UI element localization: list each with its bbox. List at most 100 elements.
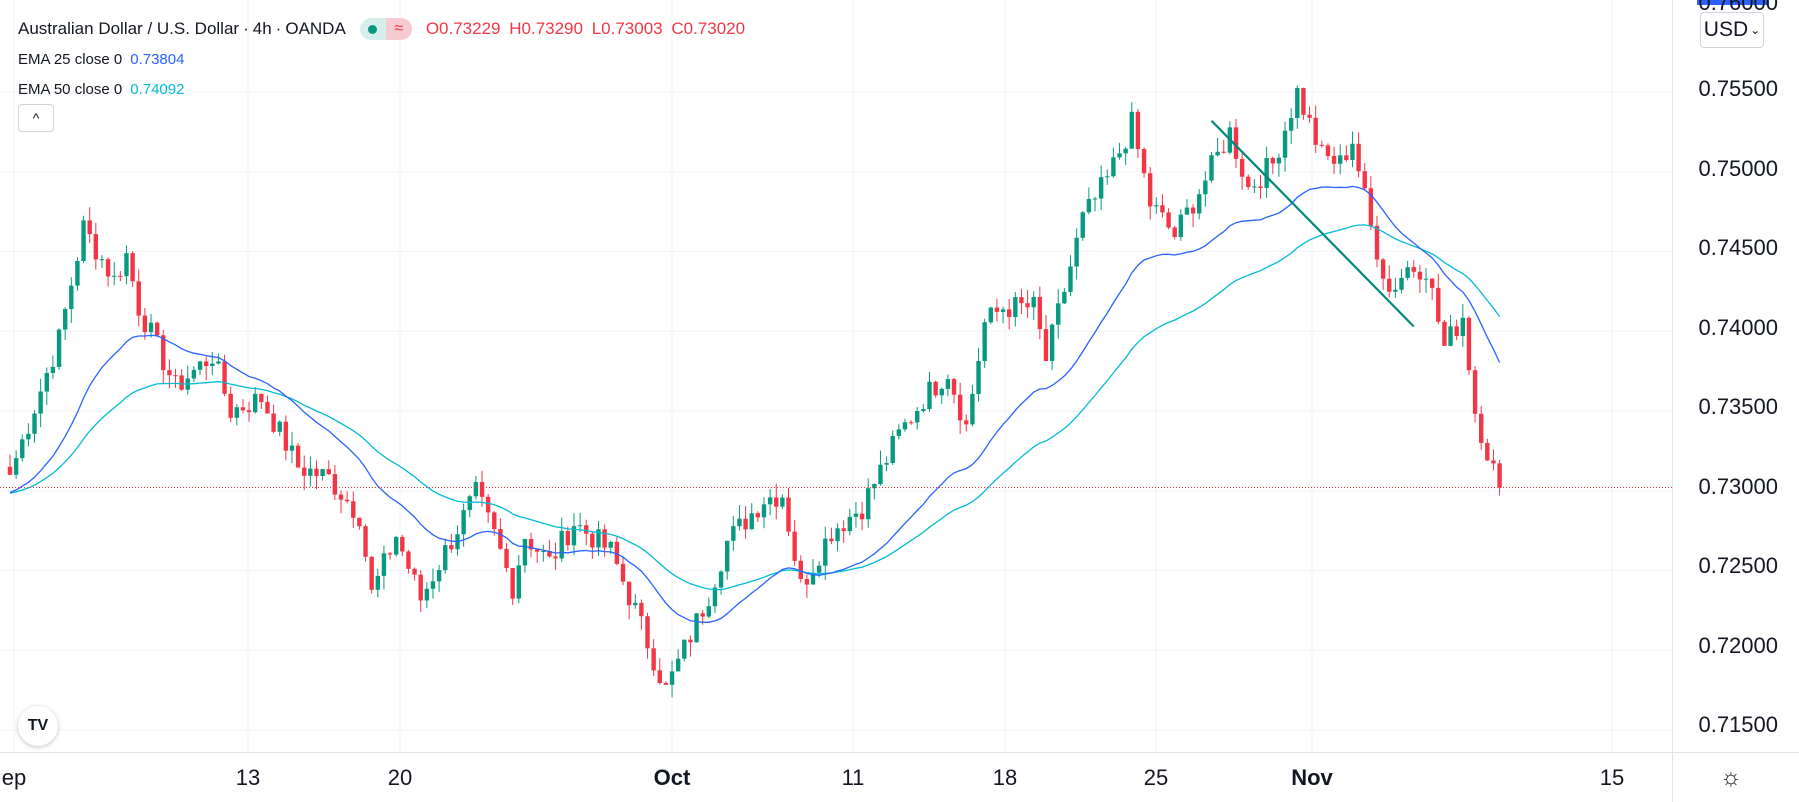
candle-body xyxy=(1288,118,1294,131)
candle-body xyxy=(614,541,620,564)
candle-body xyxy=(700,613,705,617)
candle-body xyxy=(154,322,160,336)
ema25-value: 0.73804 xyxy=(130,50,185,68)
candle-body xyxy=(841,528,846,532)
candle-body xyxy=(26,433,31,440)
candle-body xyxy=(1013,297,1018,318)
candle-body xyxy=(400,536,405,552)
candle-body xyxy=(933,381,938,396)
candle-body xyxy=(412,568,417,575)
candle-body xyxy=(105,259,111,277)
candle-body xyxy=(743,518,748,530)
tradingview-logo[interactable]: TV xyxy=(18,706,58,746)
candle-body xyxy=(994,307,1000,312)
candle-body xyxy=(945,379,951,389)
candle-body xyxy=(1221,151,1226,153)
candle-body xyxy=(124,253,129,277)
candle-body xyxy=(338,494,344,500)
candle-body xyxy=(265,402,270,414)
symbol-name[interactable]: Australian Dollar / U.S. Dollar xyxy=(18,19,240,38)
candle-body xyxy=(87,220,92,235)
candle-body xyxy=(682,639,687,659)
candle-body xyxy=(1319,144,1325,146)
candle-body xyxy=(541,551,546,553)
candle-body xyxy=(387,553,393,555)
candlestick-plot[interactable] xyxy=(0,0,1672,752)
ema25-label: EMA 25 close 0 xyxy=(18,50,123,68)
candle-body xyxy=(1356,143,1361,172)
candle-body xyxy=(32,413,37,434)
candle-body xyxy=(878,464,883,485)
ema25-legend[interactable]: EMA 25 close 0 0.73804 xyxy=(18,44,745,74)
candle-body xyxy=(424,588,430,601)
candle-body xyxy=(7,466,13,475)
candle-body xyxy=(534,549,540,552)
candle-body xyxy=(1344,155,1349,161)
candle-body xyxy=(559,530,564,559)
candle-body xyxy=(1037,296,1043,330)
chart-legend: Australian Dollar / U.S. Dollar · 4h · O… xyxy=(18,14,745,104)
candle-body xyxy=(1160,205,1165,213)
candle-body xyxy=(1399,277,1404,290)
candle-body xyxy=(179,375,184,390)
candle-body xyxy=(363,526,368,557)
tradingview-logo-text: TV xyxy=(27,717,49,734)
candle-body xyxy=(774,497,779,507)
candle-body xyxy=(1098,177,1104,199)
candle-body xyxy=(694,613,699,643)
candle-body xyxy=(847,516,853,532)
candle-body xyxy=(1276,157,1282,164)
candle-body xyxy=(289,445,295,451)
candle-body xyxy=(1111,157,1116,177)
candle-body xyxy=(866,488,871,520)
collapse-legend-button[interactable]: ^ xyxy=(18,104,54,132)
candle-body xyxy=(510,568,515,599)
candle-body xyxy=(547,551,552,557)
candle-body xyxy=(951,379,957,395)
candle-body xyxy=(1203,180,1208,195)
price-label: 0.72000 xyxy=(1698,633,1778,658)
candle-body xyxy=(688,639,693,643)
candle-body xyxy=(1350,143,1355,161)
candle-body xyxy=(528,539,534,550)
interval-label[interactable]: 4h xyxy=(252,19,272,38)
price-label: 0.72500 xyxy=(1698,553,1778,578)
time-axis[interactable]: ep 13 20 Oct 11 18 25 Nov 15 xyxy=(0,752,1672,802)
candle-body xyxy=(375,575,380,590)
time-label: 11 xyxy=(841,765,865,790)
candle-body xyxy=(461,510,466,535)
candle-body xyxy=(210,363,215,367)
price-axis-accent-bar xyxy=(1697,0,1769,5)
candle-body xyxy=(283,421,289,451)
price-axis[interactable]: 0.76000 0.75500 0.75000 0.74500 0.74000 … xyxy=(1672,0,1799,752)
candle-body xyxy=(927,381,932,410)
candle-body xyxy=(20,439,25,459)
currency-dropdown[interactable]: USD ⌄ xyxy=(1700,12,1764,48)
candle-body xyxy=(1497,463,1502,488)
candle-body xyxy=(792,531,797,561)
candle-body xyxy=(1074,237,1079,267)
candle-body xyxy=(167,370,172,376)
candle-body xyxy=(320,469,325,477)
candle-body xyxy=(620,563,626,582)
candle-body xyxy=(381,553,387,576)
ema50-value: 0.74092 xyxy=(130,80,185,98)
chart-settings-gear-icon[interactable]: ☼ xyxy=(1720,764,1742,791)
candle-body xyxy=(1092,198,1098,200)
price-label: 0.73000 xyxy=(1698,474,1778,499)
candle-body xyxy=(731,526,736,541)
candle-body xyxy=(1105,176,1110,178)
candle-body xyxy=(253,393,258,413)
candle-body xyxy=(136,281,141,316)
candle-body xyxy=(1429,278,1435,288)
candle-body xyxy=(1197,194,1202,214)
candle-body xyxy=(522,539,528,566)
market-status[interactable]: ≈ xyxy=(359,18,412,40)
candle-body xyxy=(565,530,571,546)
candle-body xyxy=(780,497,785,507)
candle-body xyxy=(1129,111,1134,149)
ema50-legend[interactable]: EMA 50 close 0 0.74092 xyxy=(18,74,745,104)
chart-pane[interactable]: Australian Dollar / U.S. Dollar · 4h · O… xyxy=(0,0,1672,752)
candle-body xyxy=(44,372,49,392)
candle-body xyxy=(964,420,969,425)
